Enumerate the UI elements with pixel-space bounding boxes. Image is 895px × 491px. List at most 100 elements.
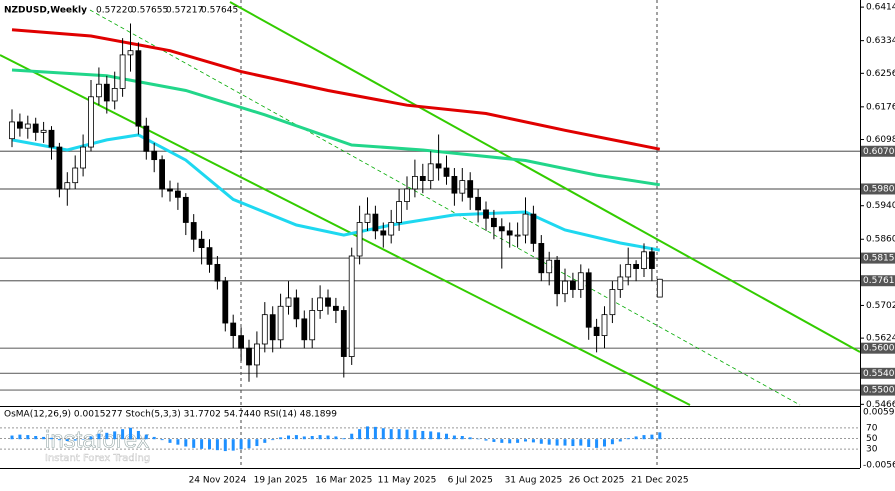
candle-body bbox=[490, 217, 497, 228]
price-panel bbox=[0, 150, 860, 391]
osma-bar bbox=[50, 437, 53, 440]
candle-body bbox=[16, 121, 23, 129]
osma-bar bbox=[239, 439, 243, 450]
osma-bar bbox=[160, 439, 164, 441]
osma-bar bbox=[603, 439, 606, 447]
osma-bar bbox=[192, 439, 196, 448]
moving-average bbox=[11, 133, 661, 252]
candle-body bbox=[332, 305, 339, 311]
candle-body bbox=[514, 234, 521, 237]
osma-bar bbox=[452, 435, 456, 440]
channel-line bbox=[229, 1, 861, 353]
osma-bar bbox=[81, 439, 85, 440]
candle-body bbox=[56, 146, 63, 190]
indicator-tick-label: -0.00565 bbox=[863, 461, 895, 471]
candle-body bbox=[277, 305, 284, 341]
osma-bar bbox=[57, 439, 61, 441]
osma-bar bbox=[113, 431, 117, 440]
indicator-tick-label: 0.005956 bbox=[863, 408, 895, 418]
osma-bar bbox=[255, 439, 259, 447]
osma-bar bbox=[89, 436, 93, 440]
osma-bar bbox=[413, 430, 417, 440]
candle-body bbox=[174, 190, 181, 198]
osma-bar bbox=[215, 439, 219, 451]
level-label-bg bbox=[861, 252, 895, 264]
level-label-bg bbox=[861, 275, 895, 287]
osma-bar bbox=[381, 428, 385, 440]
logo: instaforex Instant Forex Trading bbox=[9, 424, 150, 464]
logo-tagline: Instant Forex Trading bbox=[45, 453, 150, 464]
osma-bar bbox=[326, 435, 330, 440]
osma-bar bbox=[231, 439, 235, 451]
osma-bar bbox=[10, 435, 14, 440]
osma-bar bbox=[176, 439, 180, 445]
candle-body bbox=[32, 123, 39, 133]
candle-body bbox=[641, 251, 647, 269]
candle-body bbox=[72, 167, 79, 184]
osma-bar bbox=[294, 435, 298, 440]
candle-body bbox=[253, 343, 260, 366]
osma-bar bbox=[65, 439, 69, 442]
candle-body bbox=[609, 289, 616, 316]
x-tick-label: 24 Nov 2024 bbox=[189, 476, 247, 486]
candle-body bbox=[348, 255, 355, 357]
candle-body bbox=[506, 230, 513, 236]
level-label-bg bbox=[861, 145, 895, 157]
candle-body bbox=[182, 196, 189, 223]
ohlc-close: 0.57645 bbox=[201, 6, 238, 16]
osma-bar bbox=[310, 436, 314, 440]
candle-body bbox=[633, 263, 639, 269]
osma-bar bbox=[555, 439, 559, 446]
candle-body bbox=[562, 280, 568, 295]
candle-body bbox=[9, 121, 15, 140]
candle-body bbox=[577, 272, 584, 290]
osma-bar bbox=[152, 436, 156, 440]
osma-bar bbox=[223, 439, 227, 452]
candle-body bbox=[325, 297, 331, 307]
osma-bar bbox=[421, 430, 425, 440]
osma-bar bbox=[484, 439, 488, 441]
symbol-title: NZDUSD,Weekly bbox=[4, 6, 87, 16]
osma-bar bbox=[318, 435, 322, 440]
moving-average bbox=[11, 28, 661, 151]
indicator-title: OsMA(12,26,9) 0.0015277 Stoch(5,3,3) 31.… bbox=[4, 410, 337, 420]
candle-body bbox=[214, 263, 221, 282]
osma-bar bbox=[437, 432, 441, 440]
osma-bar bbox=[366, 426, 369, 440]
osma-bar bbox=[468, 437, 472, 440]
candle-body bbox=[656, 278, 663, 298]
x-tick-label: 11 May 2025 bbox=[378, 476, 437, 486]
channel-line bbox=[0, 54, 691, 406]
osma-bar bbox=[429, 431, 433, 440]
candle-body bbox=[127, 50, 134, 56]
osma-bar bbox=[618, 439, 622, 442]
indicator-level-label: 30 bbox=[866, 445, 878, 455]
indicator-level-label: 50 bbox=[866, 434, 878, 444]
osma-bar bbox=[563, 439, 567, 446]
osma-bar bbox=[531, 439, 535, 443]
candle-body bbox=[372, 213, 379, 232]
candle-body bbox=[443, 167, 450, 177]
osma-bar bbox=[34, 436, 38, 440]
candle-body bbox=[48, 129, 55, 148]
osma-bar bbox=[342, 438, 346, 440]
candle-body bbox=[301, 318, 308, 341]
osma-bar bbox=[547, 439, 551, 445]
osma-bar bbox=[18, 434, 22, 440]
candle-body bbox=[40, 129, 47, 133]
candle-body bbox=[625, 263, 632, 278]
osma-bar bbox=[492, 439, 496, 442]
osma-bar bbox=[539, 439, 543, 444]
candle-body bbox=[222, 280, 229, 324]
osma-bar bbox=[658, 432, 662, 440]
candle-body bbox=[143, 125, 150, 152]
osma-bar bbox=[445, 433, 448, 440]
level-label: 0.55000 bbox=[863, 386, 895, 396]
osma-bar bbox=[587, 439, 591, 447]
candle-body bbox=[261, 314, 268, 345]
